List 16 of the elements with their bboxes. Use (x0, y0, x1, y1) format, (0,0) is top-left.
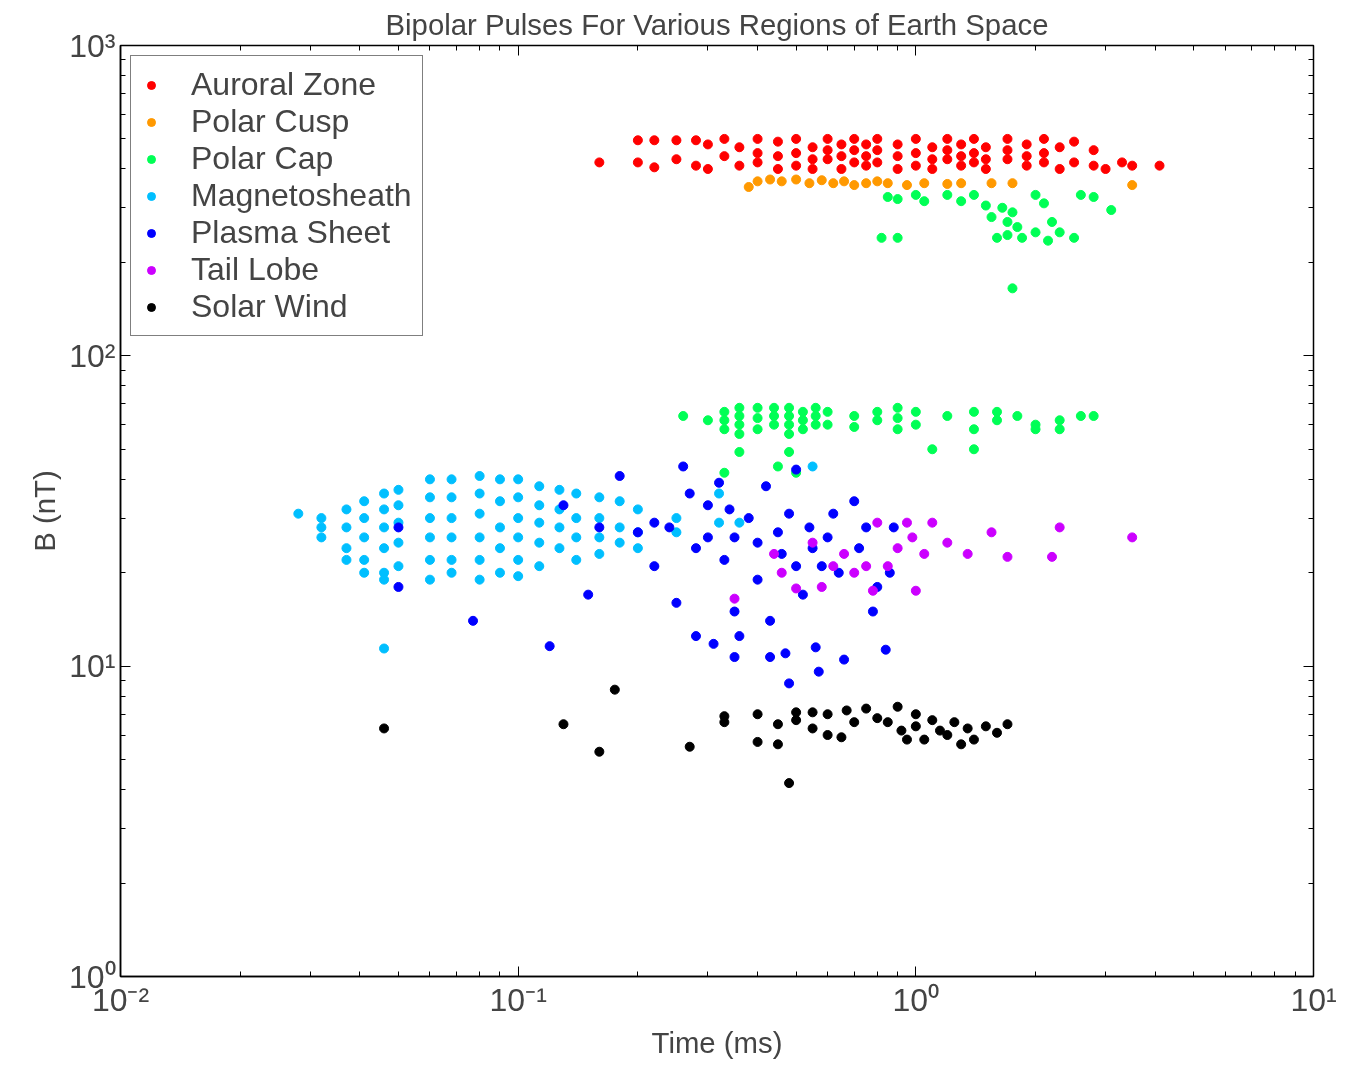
legend-label: Plasma Sheet (191, 214, 391, 251)
y-axis-title: B (nT) (27, 470, 61, 552)
legend-label: Polar Cap (191, 140, 334, 177)
y-tick-label: 10² (69, 337, 116, 374)
x-tick-label: 10⁰ (892, 981, 940, 1018)
x-tick-label: 10¹ (1290, 981, 1337, 1018)
legend-label: Auroral Zone (191, 66, 376, 103)
y-tick-label: 10³ (69, 27, 116, 64)
x-axis-title: Time (ms) (651, 1025, 783, 1059)
legend-label: Polar Cusp (191, 103, 350, 140)
chart-title: Bipolar Pulses For Various Regions of Earth Space (385, 7, 1049, 41)
legend-label: Tail Lobe (191, 251, 320, 288)
legend-label: Magnetosheath (191, 177, 412, 214)
y-tick-label: 10¹ (69, 648, 116, 685)
x-tick-label: 10⁻¹ (489, 981, 547, 1018)
legend-label: Solar Wind (191, 288, 348, 325)
